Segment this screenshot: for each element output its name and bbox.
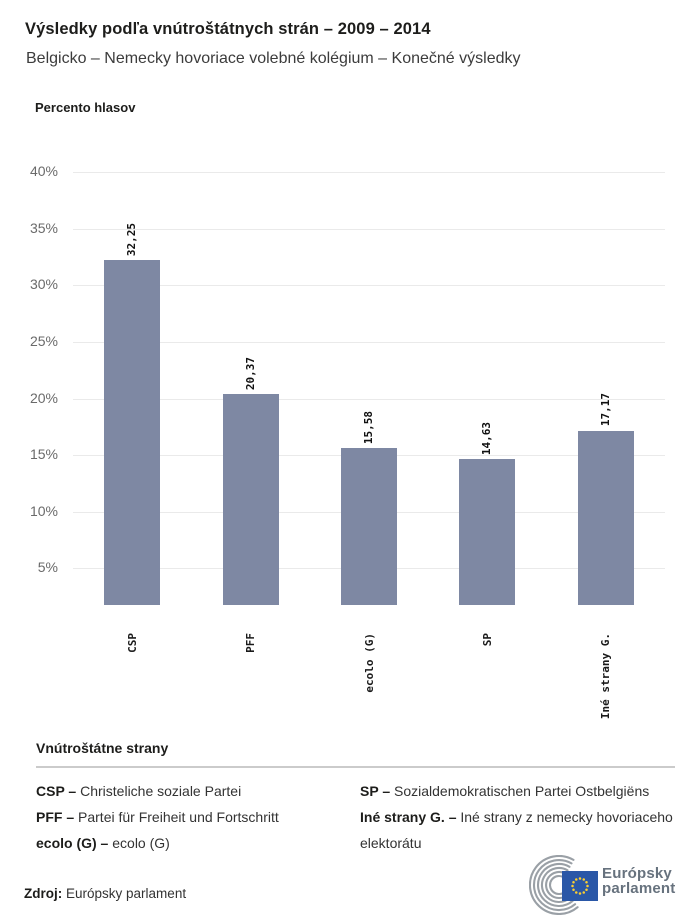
bar-value-label: 14,63	[480, 422, 494, 456]
legend-item-desc: Christeliche soziale Partei	[76, 783, 242, 799]
gridline	[73, 172, 665, 174]
bar	[577, 430, 634, 605]
bar-chart: 5% 10% 15% 20% 25% 30% 35% 40% 32,25 CSP 20,37 PFF 1…	[29, 163, 665, 720]
source-value: Európsky parlament	[66, 886, 187, 901]
legend-item-label: ecolo (G) –	[36, 835, 109, 851]
page-title: Výsledky podľa vnútroštátnych strán – 20…	[25, 20, 431, 38]
y-tick-label: 40%	[29, 163, 58, 180]
legend-item-desc: Partei für Freiheit und Fortschritt	[74, 809, 279, 825]
legend-item-label: Iné strany G. –	[360, 809, 457, 825]
source-label: Zdroj:	[24, 886, 63, 901]
y-axis-title: Percento hlasov	[35, 100, 136, 115]
y-tick-label: 20%	[29, 389, 58, 406]
x-category-label: PFF	[244, 633, 258, 653]
ep-logo-text-line2: parlament	[602, 880, 676, 897]
legend-item-desc: Iné strany z nemecky hovoriaceho elektor…	[360, 809, 673, 851]
legend-item-label: PFF –	[36, 809, 75, 825]
legend-item-desc: ecolo (G)	[108, 835, 170, 851]
y-tick-label: 15%	[29, 446, 58, 462]
bar	[341, 448, 397, 605]
european-parliament-logo-icon	[529, 855, 598, 915]
bar-value-label: 15,58	[362, 411, 375, 445]
ep-logo-text-line1: Európsky	[602, 865, 672, 882]
y-tick-label: 5%	[37, 559, 58, 575]
legend-item: ecolo (G) – ecolo (G)	[36, 830, 346, 856]
legend-item: PFF – Partei für Freiheit und Fortschrit…	[36, 804, 346, 830]
gridline	[73, 228, 665, 230]
x-category-label: ecolo (G)	[362, 633, 376, 693]
legend-column-right: SP – Sozialdemokratischen Partei Ostbelg…	[360, 778, 694, 856]
legend-heading: Vnútroštátne strany	[36, 740, 169, 756]
y-tick-label: 30%	[29, 276, 58, 293]
x-category-label: Iné strany G.	[599, 633, 613, 720]
bar-value-label: 17,17	[598, 393, 612, 427]
legend-item: CSP – Christeliche soziale Partei	[36, 778, 346, 804]
page-subtitle: Belgicko – Nemecky hovoriace volebné kol…	[26, 50, 521, 67]
legend-column-left: CSP – Christeliche soziale Partei PFF – P…	[36, 778, 346, 856]
bar-value-label: 32,25	[125, 222, 139, 256]
gridline	[73, 341, 665, 343]
x-category-label: SP	[480, 633, 494, 647]
gridline	[73, 398, 665, 400]
y-tick-label: 10%	[29, 502, 58, 519]
legend-item: SP – Sozialdemokratischen Partei Ostbelg…	[360, 778, 694, 804]
source-note: Zdroj: Európsky parlament	[24, 886, 186, 901]
legend-item: Iné strany G. – Iné strany z nemecky hov…	[360, 804, 694, 856]
bar	[222, 394, 279, 605]
y-tick-label: 25%	[29, 332, 58, 349]
x-category-label: CSP	[125, 633, 139, 653]
bar-value-label: 20,37	[243, 357, 257, 391]
legend-item-label: SP –	[360, 783, 391, 799]
gridline	[73, 285, 665, 287]
legend-item-label: CSP –	[36, 783, 77, 799]
legend-item-desc: Sozialdemokratischen Partei Ostbelgiëns	[390, 783, 650, 799]
legend-divider	[36, 766, 675, 768]
y-tick-label: 35%	[29, 219, 58, 236]
ep-logo-text: Európsky parlament	[602, 866, 676, 896]
bar	[459, 459, 516, 605]
bar	[104, 260, 161, 605]
